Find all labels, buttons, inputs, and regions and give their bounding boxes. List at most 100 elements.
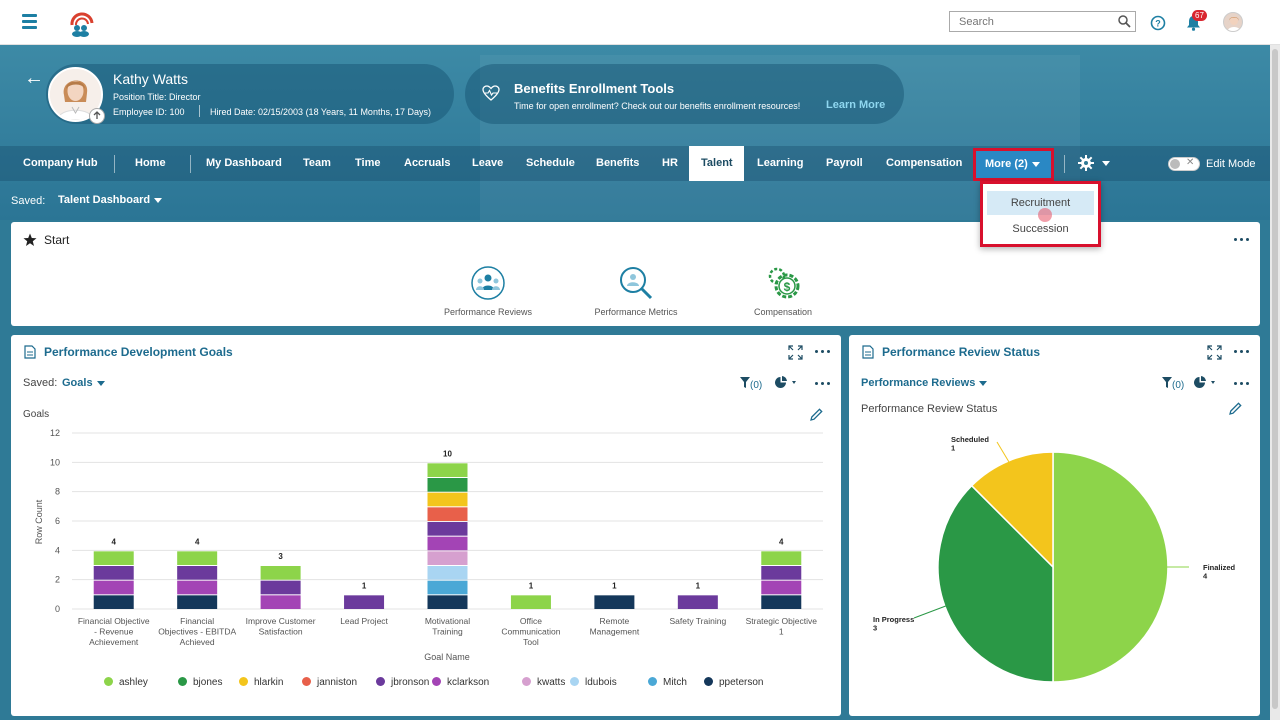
legend-item[interactable]: janniston — [302, 677, 357, 688]
bar-segment[interactable] — [427, 463, 468, 477]
bar-segment[interactable] — [761, 580, 802, 595]
nav-schedule[interactable]: Schedule — [526, 157, 575, 169]
bar-segment[interactable] — [427, 492, 468, 507]
legend-item[interactable]: kclarkson — [432, 677, 489, 688]
bar-segment[interactable] — [510, 595, 551, 609]
chart-type-icon[interactable] — [774, 376, 800, 389]
employee-id: Employee ID: 100 — [113, 107, 185, 117]
bar-segment[interactable] — [427, 507, 468, 521]
bar-segment[interactable] — [594, 595, 635, 609]
nav-leave[interactable]: Leave — [472, 157, 504, 169]
page-scrollbar[interactable] — [1270, 45, 1280, 720]
nav-learning[interactable]: Learning — [757, 157, 804, 169]
x-tick-label: Financial Objectives - EBITDA Achieved — [158, 616, 236, 647]
bar-segment[interactable] — [93, 580, 134, 595]
pdg-options-icon[interactable] — [815, 382, 831, 388]
nav-payroll[interactable]: Payroll — [826, 157, 863, 169]
bar-segment[interactable] — [427, 551, 468, 565]
nav-accruals[interactable]: Accruals — [404, 157, 451, 169]
bar-segment[interactable] — [761, 595, 802, 609]
bar-segment[interactable] — [427, 595, 468, 609]
bar-total-label: 4 — [779, 537, 784, 546]
bar-segment[interactable] — [761, 566, 802, 580]
bar-segment[interactable] — [427, 522, 468, 536]
bar-segment[interactable] — [93, 595, 134, 609]
chart-type-icon[interactable] — [1193, 376, 1219, 389]
search-input[interactable] — [950, 12, 1110, 32]
bar-segment[interactable] — [427, 566, 468, 580]
nav-hr[interactable]: HR — [662, 157, 678, 169]
search-icon[interactable] — [1117, 14, 1131, 28]
legend-item[interactable]: ldubois — [570, 677, 617, 688]
gear-chevron-down-icon[interactable] — [1102, 161, 1110, 166]
bar-segment[interactable] — [677, 595, 718, 609]
menu-item-succession[interactable]: Succession — [1012, 223, 1069, 235]
legend-item[interactable]: ashley — [104, 677, 148, 688]
nav-benefits[interactable]: Benefits — [596, 157, 640, 169]
bar-segment[interactable] — [177, 566, 218, 580]
back-arrow-icon[interactable]: ← — [24, 67, 44, 89]
bar-segment[interactable] — [427, 536, 468, 551]
gear-icon[interactable] — [1078, 155, 1094, 171]
pie-slice[interactable] — [1052, 451, 1169, 683]
performance-reviews-icon — [471, 266, 505, 300]
pdg-more-icon[interactable] — [815, 350, 831, 356]
user-avatar[interactable] — [1223, 12, 1243, 32]
x-tick-label: Safety Training — [669, 616, 726, 626]
saved-dashboard-select[interactable]: Talent Dashboard — [58, 194, 163, 206]
start-more-icon[interactable] — [1234, 238, 1250, 244]
upload-photo-icon[interactable] — [89, 108, 105, 124]
prs-chart-title: Performance Review Status — [861, 403, 998, 415]
bar-segment[interactable] — [177, 551, 218, 565]
bar-segment[interactable] — [427, 478, 468, 492]
bar-segment[interactable] — [344, 595, 385, 609]
scrollbar-thumb[interactable] — [1272, 49, 1278, 709]
edit-pencil-icon[interactable] — [1229, 402, 1242, 415]
pie-slice[interactable] — [937, 484, 1054, 683]
edit-mode-toggle[interactable]: ✕ — [1168, 157, 1200, 171]
bar-segment[interactable] — [260, 595, 301, 609]
pie-slice[interactable] — [970, 451, 1054, 569]
nav-compensation[interactable]: Compensation — [886, 157, 963, 169]
bar-segment[interactable] — [260, 580, 301, 595]
nav-company-hub[interactable]: Company Hub — [23, 157, 98, 169]
legend-item[interactable]: Mitch — [648, 677, 687, 688]
legend-item[interactable]: jbronson — [376, 677, 429, 688]
prs-filter-button[interactable]: (0) — [1162, 377, 1184, 391]
nav-my-dashboard[interactable]: My Dashboard — [206, 157, 282, 169]
nav-team[interactable]: Team — [303, 157, 331, 169]
pdg-filter-button[interactable]: (0) — [740, 377, 762, 391]
bar-segment[interactable] — [177, 595, 218, 609]
bar-segment[interactable] — [427, 580, 468, 595]
app-logo-icon[interactable] — [66, 9, 96, 37]
legend-item[interactable]: bjones — [178, 677, 222, 688]
bar-total-label: 1 — [529, 581, 534, 590]
bar-segment[interactable] — [93, 551, 134, 565]
bar-segment[interactable] — [93, 566, 134, 580]
legend-item[interactable]: kwatts — [522, 677, 565, 688]
pie-slice-value: 4 — [1203, 572, 1208, 581]
x-axis-label: Goal Name — [424, 652, 470, 662]
expand-icon[interactable] — [788, 345, 803, 360]
prs-more-icon[interactable] — [1234, 350, 1250, 356]
help-icon[interactable]: ? — [1150, 15, 1166, 31]
pdg-saved-select[interactable]: Goals — [62, 377, 105, 389]
bar-segment[interactable] — [260, 566, 301, 580]
nav-talent[interactable]: Talent — [689, 146, 744, 181]
nav-more-button[interactable]: More (2) — [973, 148, 1054, 181]
prs-dropdown[interactable]: Performance Reviews — [861, 377, 988, 389]
heart-pulse-icon — [482, 85, 500, 101]
expand-icon[interactable] — [1207, 345, 1222, 360]
menu-icon[interactable] — [22, 14, 37, 29]
bar-segment[interactable] — [761, 551, 802, 565]
mouse-cursor — [1038, 208, 1052, 222]
nav-home[interactable]: Home — [135, 157, 166, 169]
learn-more-link[interactable]: Learn More — [826, 99, 886, 111]
bar-segment[interactable] — [177, 580, 218, 595]
nav-time[interactable]: Time — [355, 157, 381, 169]
legend-item[interactable]: hlarkin — [239, 677, 283, 688]
y-tick-label: 2 — [55, 575, 60, 585]
legend-item[interactable]: ppeterson — [704, 677, 763, 688]
prs-options-icon[interactable] — [1234, 382, 1250, 388]
edit-pencil-icon[interactable] — [810, 408, 823, 421]
